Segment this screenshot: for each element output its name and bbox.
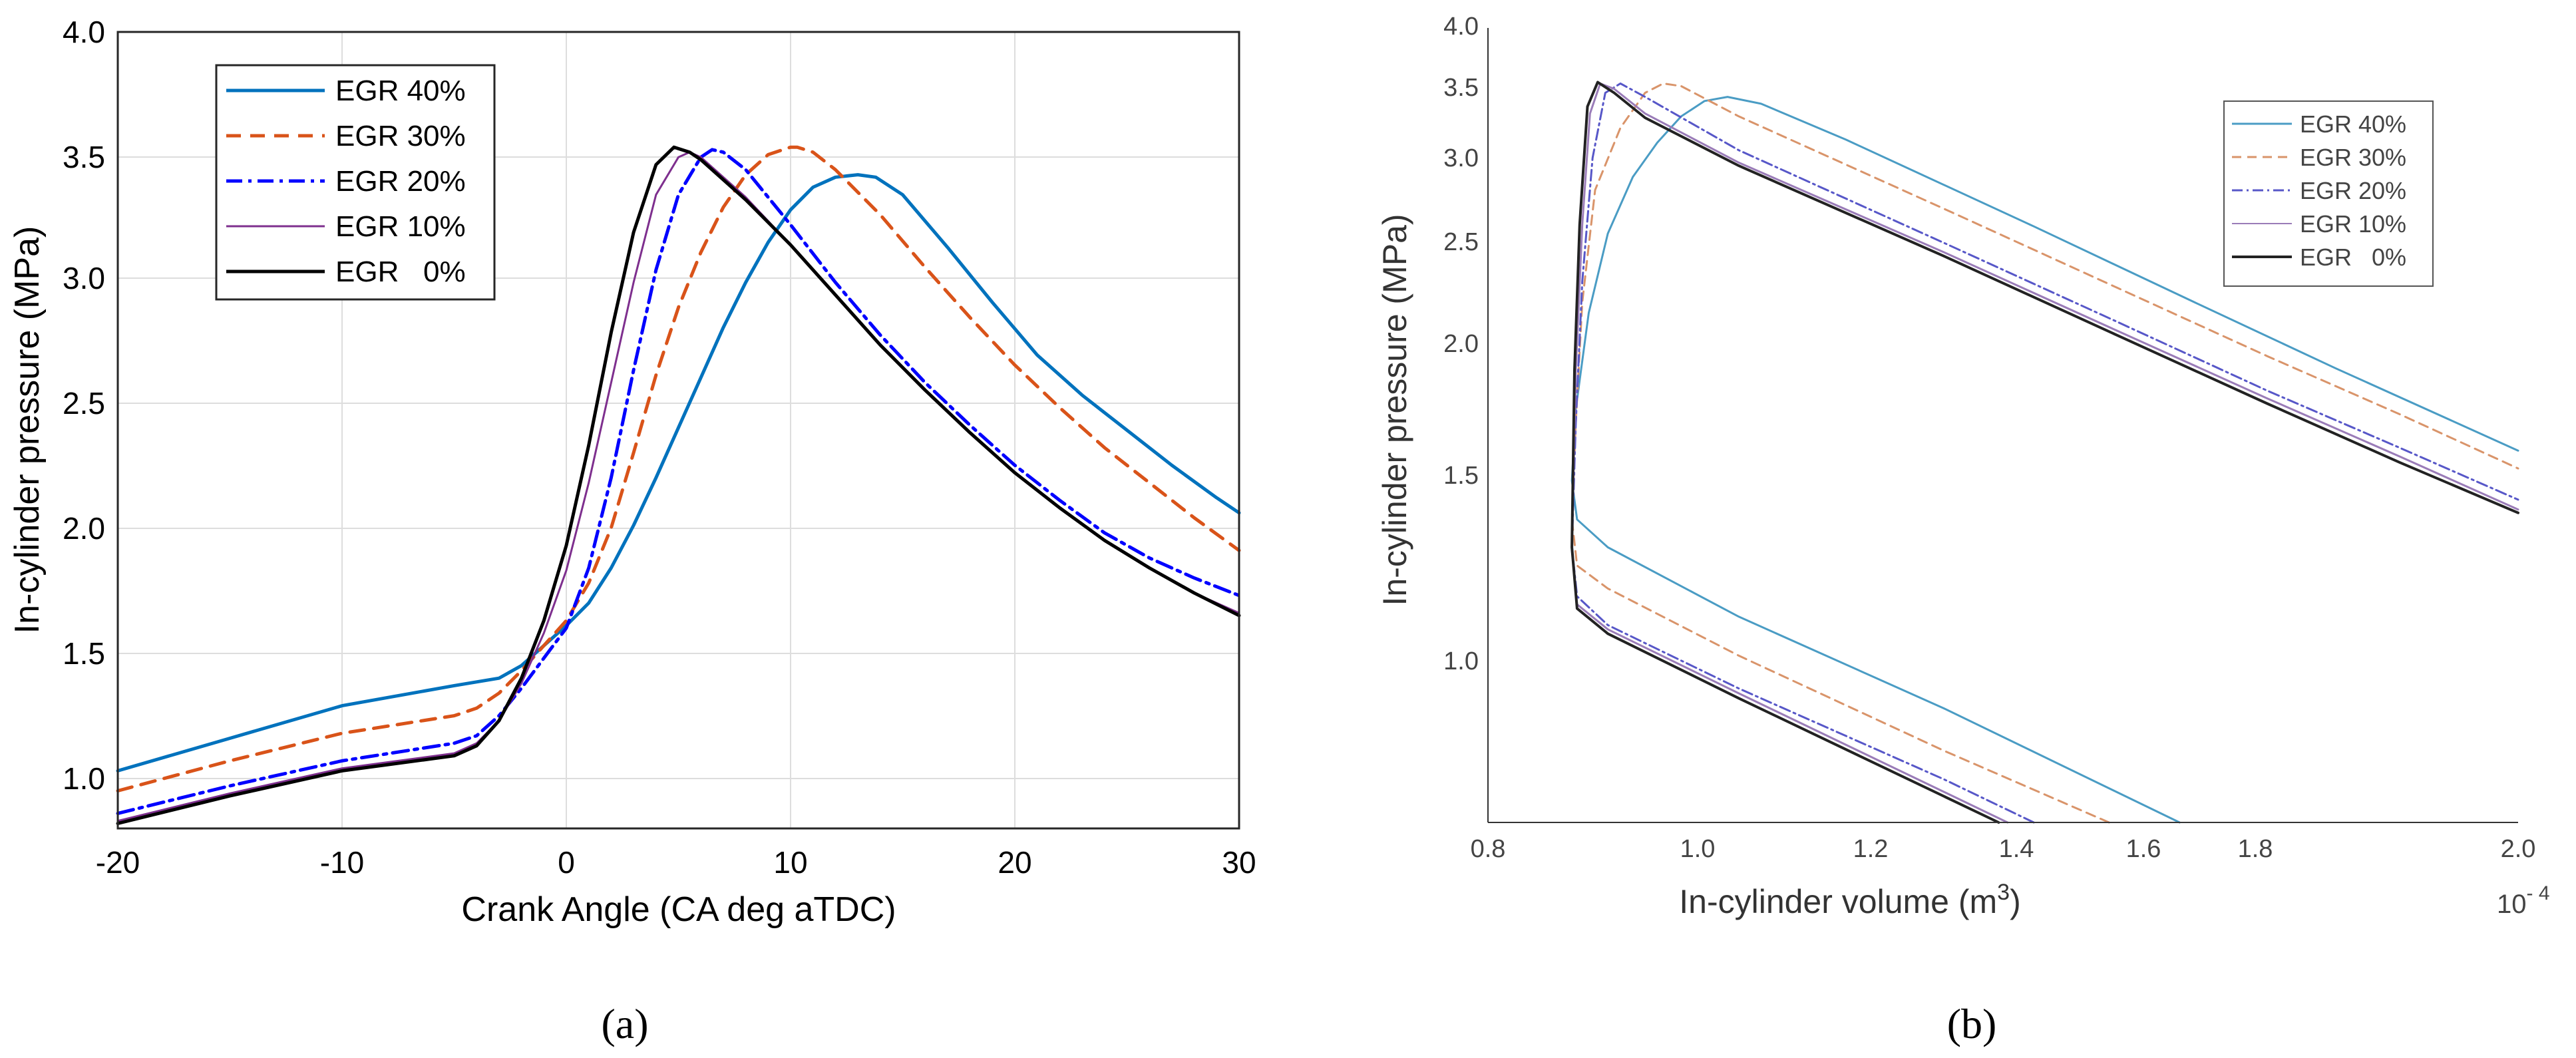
tick-b-x-5: 1.6 [2126,835,2161,863]
panel-b-series [1570,81,2519,824]
panel-a-y-ticks: 1.0 1.5 2.0 2.5 3.0 3.5 4.0 [63,15,105,796]
tick-b-y-3: 2.0 [1443,330,1479,358]
legend-b-box [2223,100,2434,287]
tick-a-x-6: 30 [1222,845,1256,880]
tick-b-y-1: 1.0 [1443,647,1479,675]
tick-a-x-2: -10 [320,845,364,880]
tick-b-x-4: 1.4 [1999,835,2034,863]
panel-b-x-exponent-power: - 4 [2527,882,2550,904]
tick-b-x-2: 1.0 [1680,835,1716,863]
panel-b-caption: (b) [1947,1000,1997,1047]
panel-b-xlabel-sup: 3 [1997,880,2010,905]
series-b-line-egr0 [1570,81,2519,824]
panel-a-xlabel: Crank Angle (CA deg aTDC) [461,890,896,929]
tick-b-y-4: 2.5 [1443,228,1479,256]
tick-a-y-5: 3.0 [63,261,105,295]
tick-b-y-2: 1.5 [1443,462,1479,490]
tick-a-x-4: 10 [773,845,807,880]
legend-a-label-egr0: EGR 0% [335,256,466,288]
series-a-line-egr30 [116,145,1241,793]
panel-a-series [116,145,1241,825]
panel-a-x-ticks: -20 -10 0 10 20 30 [96,845,1256,880]
panel-b-legend: EGR 40% EGR 30% EGR 20% EGR 10% EGR 0% [2223,100,2434,287]
series-b-line-egr40 [1570,96,2519,824]
series-b-line-egr30 [1570,83,2519,824]
tick-a-y-4: 2.5 [63,386,105,421]
panel-a-caption: (a) [601,1000,648,1047]
legend-b-label-egr40: EGR 40% [2300,110,2406,138]
legend-b-label-egr10: EGR 10% [2300,210,2406,238]
series-a-line-egr40 [116,173,1241,773]
legend-b-label-egr0: EGR 0% [2300,244,2406,271]
panel-b-y-ticks: 1.0 1.5 2.0 2.5 3.0 3.5 4.0 [1443,13,1479,675]
panel-b-xlabel: In-cylinder volume (m3) [1679,880,2020,920]
panel-a: -20 -10 0 10 20 30 1.0 1.5 2.0 2.5 3.0 3… [8,15,1256,1047]
panel-b-x-exponent-base: 10 [2497,890,2527,919]
tick-b-y-7: 4.0 [1443,13,1479,41]
legend-a-label-egr30: EGR 30% [335,120,466,152]
tick-a-x-3: 0 [558,845,575,880]
series-a-line-egr0 [116,145,1241,825]
panel-a-ylabel: In-cylinder pressure (MPa) [8,226,47,634]
tick-a-x-5: 20 [998,845,1031,880]
legend-a-label-egr10: EGR 10% [335,210,466,243]
tick-b-y-5: 3.0 [1443,144,1479,172]
tick-b-x-1: 0.8 [1471,835,1506,863]
panel-b-x-exponent: 10- 4 [2497,882,2550,919]
panel-b-xlabel-main: In-cylinder volume (m [1679,883,1997,920]
panel-b-ylabel: In-cylinder pressure (MPa) [1376,214,1413,606]
tick-b-x-6: 1.8 [2238,835,2273,863]
tick-b-y-6: 3.5 [1443,74,1479,102]
panel-a-legend: EGR 40% EGR 30% EGR 20% EGR 10% EGR 0% [215,64,496,301]
tick-a-y-2: 1.5 [63,636,105,671]
panel-b-axes [1487,28,2518,823]
tick-a-y-7: 4.0 [63,15,105,49]
panel-b-x-ticks: 0.8 1.0 1.2 1.4 1.6 1.8 2.0 [1471,835,2536,863]
panel-a-axes-box [116,31,1240,830]
tick-a-x-1: -20 [96,845,140,880]
legend-a-label-egr20: EGR 20% [335,165,466,198]
tick-a-y-1: 1.0 [63,761,105,796]
legend-b-label-egr30: EGR 30% [2300,144,2406,171]
tick-b-x-7: 2.0 [2501,835,2536,863]
series-b-line-egr20 [1570,83,2519,824]
legend-a-label-egr40: EGR 40% [335,75,466,107]
panel-b: 0.8 1.0 1.2 1.4 1.6 1.8 2.0 1.0 1.5 2.0 … [1376,13,2550,1047]
panel-b-xlabel-close: ) [2010,883,2021,920]
tick-a-y-6: 3.5 [63,140,105,174]
tick-b-x-3: 1.2 [1853,835,1889,863]
legend-b-label-egr20: EGR 20% [2300,177,2406,204]
tick-a-y-3: 2.0 [63,511,105,546]
